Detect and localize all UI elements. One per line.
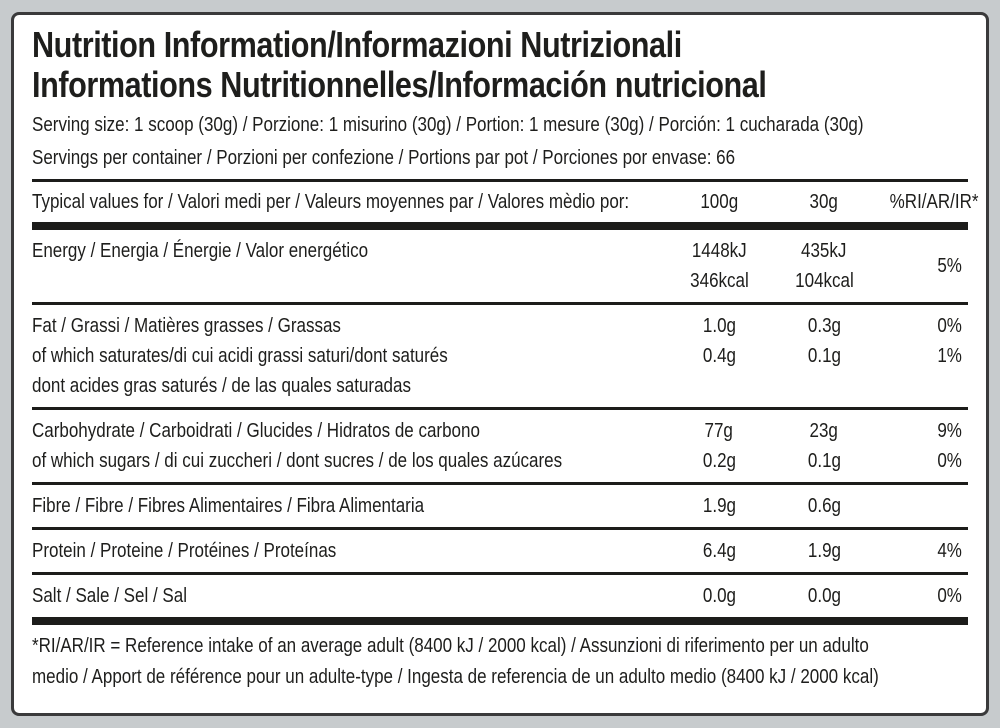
rule-after-fat: [32, 407, 968, 410]
nutrient-row-protein: Protein / Proteine / Protéines / Proteín…: [32, 530, 968, 572]
footnote-line-2: medio / Apport de référence pour un adul…: [32, 666, 879, 688]
carbohydrate-value-30g: 23g 0.1g: [807, 420, 841, 472]
fibre-label: Fibre / Fibre / Fibres Alimentaires / Fi…: [32, 495, 425, 517]
reference-intake-footnote: *RI/AR/IR = Reference intake of an avera…: [32, 631, 968, 693]
serving-size-line: Serving size: 1 scoop (30g) / Porzione: …: [32, 114, 864, 136]
thick-rule-below-header: [32, 222, 968, 230]
rule-after-protein: [32, 572, 968, 575]
rule-above-header: [32, 179, 968, 182]
header-col-100g: 100g: [700, 191, 738, 213]
nutrient-row-fat: Fat / Grassi / Matières grasses / Grassa…: [32, 305, 968, 407]
carbohydrate-value-100g: 77g 0.2g: [702, 420, 736, 472]
fat-value-100g: 1.0g 0.4g: [702, 315, 736, 367]
salt-label: Salt / Sale / Sel / Sal: [32, 585, 187, 607]
rule-after-fibre: [32, 527, 968, 530]
protein-value-100g: 6.4g: [702, 540, 736, 562]
title-line-2: Informations Nutritionnelles/Información…: [32, 64, 767, 105]
header-col-30g: 30g: [809, 191, 839, 213]
rule-after-energy: [32, 302, 968, 305]
fibre-value-30g: 0.6g: [807, 495, 841, 517]
nutrition-label: Nutrition Information/Informazioni Nutri…: [11, 12, 989, 716]
thick-rule-above-footnote: [32, 617, 968, 625]
energy-value-30g: 435kJ 104kcal: [794, 240, 854, 292]
rule-after-carbohydrate: [32, 482, 968, 485]
fat-value-30g: 0.3g 0.1g: [807, 315, 841, 367]
title-line-1: Nutrition Information/Informazioni Nutri…: [32, 24, 682, 65]
header-col-pct: %RI/AR/IR*: [889, 191, 979, 213]
carbohydrate-label: Carbohydrate / Carboidrati / Glucides / …: [32, 420, 563, 472]
nutrient-row-energy: Energy / Energia / Énergie / Valor energ…: [32, 230, 968, 302]
nutrient-row-salt: Salt / Sale / Sel / Sal 0.0g 0.0g 0%: [32, 575, 968, 617]
protein-value-30g: 1.9g: [807, 540, 841, 562]
header-label: Typical values for / Valori medi per / V…: [32, 191, 630, 213]
energy-value-100g: 1448kJ 346kcal: [689, 240, 749, 292]
protein-label: Protein / Proteine / Protéines / Proteín…: [32, 540, 337, 562]
energy-value-pct: 5%: [937, 255, 962, 277]
protein-value-pct: 4%: [937, 540, 962, 562]
servings-per-container-line: Servings per container / Porzioni per co…: [32, 147, 736, 169]
energy-label: Energy / Energia / Énergie / Valor energ…: [32, 240, 369, 262]
nutrient-row-fibre: Fibre / Fibre / Fibres Alimentaires / Fi…: [32, 485, 968, 527]
nutrient-row-carbohydrate: Carbohydrate / Carboidrati / Glucides / …: [32, 410, 968, 482]
label-title: Nutrition Information/Informazioni Nutri…: [32, 25, 968, 105]
salt-value-100g: 0.0g: [702, 585, 736, 607]
fibre-value-100g: 1.9g: [702, 495, 736, 517]
fibre-value-pct: [874, 491, 968, 521]
salt-value-pct: 0%: [937, 585, 962, 607]
footnote-line-1: *RI/AR/IR = Reference intake of an avera…: [32, 635, 869, 657]
salt-value-30g: 0.0g: [807, 585, 841, 607]
table-header-row: Typical values for / Valori medi per / V…: [32, 182, 979, 222]
fat-value-pct: 0% 1%: [937, 315, 962, 367]
carbohydrate-value-pct: 9% 0%: [937, 420, 962, 472]
fat-label: Fat / Grassi / Matières grasses / Grassa…: [32, 315, 448, 397]
